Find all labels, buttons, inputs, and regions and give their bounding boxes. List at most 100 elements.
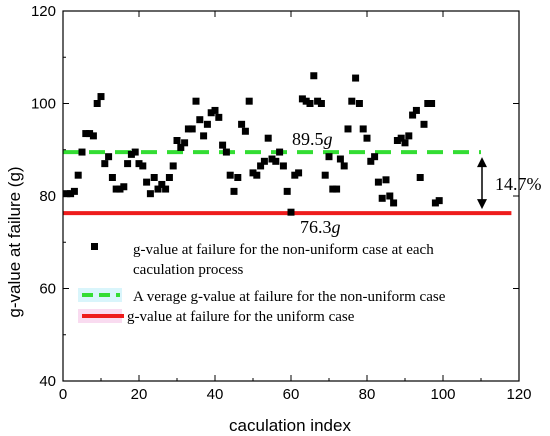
data-point	[222, 148, 230, 156]
data-point	[249, 169, 257, 177]
data-point	[435, 197, 443, 205]
data-point	[306, 100, 314, 107]
data-point	[70, 187, 78, 195]
data-point	[287, 208, 295, 216]
data-point	[412, 106, 420, 114]
data-point	[382, 176, 390, 184]
data-point	[97, 93, 105, 101]
data-point	[321, 171, 329, 179]
data-point	[272, 157, 280, 165]
x-tick-label: 60	[283, 386, 300, 403]
data-point	[359, 125, 367, 133]
y-tick-label: 120	[31, 3, 56, 20]
data-point	[291, 171, 299, 179]
data-point	[105, 153, 113, 161]
data-point	[112, 185, 120, 193]
y-tick-label: 100	[31, 96, 56, 113]
annotations: 89.5g 76.3g 14.7%	[292, 129, 542, 237]
y-tick-label: 40	[39, 373, 56, 390]
data-point	[340, 162, 348, 170]
data-point	[371, 153, 379, 161]
difference-arrow-head-down	[477, 199, 487, 210]
data-point	[397, 134, 405, 142]
data-point	[257, 162, 265, 170]
data-point	[374, 178, 382, 186]
legend-marker-scatter	[91, 243, 98, 250]
data-point	[405, 132, 413, 140]
data-point	[295, 169, 303, 177]
y-axis-title: g-value at failure (g)	[5, 166, 24, 317]
data-point	[226, 171, 234, 179]
data-point	[177, 143, 185, 151]
data-point	[181, 139, 189, 147]
data-point	[78, 148, 86, 156]
data-point	[150, 174, 158, 181]
data-point	[276, 148, 284, 156]
uniform-value-unit: g	[332, 217, 341, 237]
reference-lines	[63, 150, 512, 216]
data-point	[386, 192, 394, 200]
data-point	[124, 160, 132, 168]
data-point	[154, 185, 162, 193]
data-point	[207, 109, 215, 117]
data-point	[268, 155, 276, 163]
data-point	[89, 132, 97, 140]
difference-arrow	[477, 157, 487, 210]
data-point	[329, 185, 337, 193]
x-tick-label: 20	[131, 386, 148, 403]
data-point	[283, 187, 291, 195]
axes: 0 20 40 60 80 100 120 40 60 80 100 120	[31, 3, 532, 403]
legend: g-value at failure for the non-uniform c…	[78, 242, 446, 325]
data-point	[215, 113, 223, 121]
data-point	[401, 139, 409, 147]
data-point	[245, 97, 253, 105]
x-tick-label: 120	[506, 386, 531, 403]
data-point	[74, 171, 82, 179]
data-point	[424, 100, 432, 107]
legend-label-scatter-line1: g-value at failure for the non-uniform c…	[133, 242, 434, 258]
data-point	[116, 185, 124, 193]
data-point	[173, 137, 181, 144]
data-point	[363, 134, 371, 142]
x-axis-title: caculation index	[229, 416, 351, 435]
x-tick-label: 100	[430, 386, 455, 403]
data-point	[82, 130, 90, 138]
scatter-points	[63, 72, 443, 216]
y-tick-label: 80	[39, 188, 56, 205]
avg-value-unit: g	[324, 129, 333, 149]
data-point	[264, 134, 272, 142]
data-point	[196, 116, 204, 124]
uniform-value-annotation: 76.3g	[300, 217, 341, 237]
x-tick-label: 80	[359, 386, 376, 403]
data-point	[184, 125, 192, 133]
data-point	[352, 74, 360, 82]
data-point	[63, 190, 71, 198]
data-point	[367, 157, 375, 165]
data-point	[298, 95, 306, 103]
data-point	[355, 100, 363, 107]
difference-arrow-head-up	[477, 157, 487, 168]
data-point	[200, 132, 208, 140]
data-point	[135, 160, 143, 168]
x-tick-label: 40	[207, 386, 224, 403]
data-point	[211, 106, 219, 114]
data-point	[238, 120, 246, 128]
data-point	[146, 190, 154, 198]
data-point	[131, 148, 139, 156]
data-point	[143, 178, 151, 186]
data-point	[203, 120, 211, 128]
data-point	[279, 162, 287, 170]
data-point	[378, 194, 386, 202]
data-point	[188, 125, 196, 133]
difference-annotation: 14.7%	[495, 174, 542, 194]
data-point	[420, 120, 428, 128]
data-point	[120, 183, 128, 191]
data-point	[302, 97, 310, 105]
data-point	[314, 97, 322, 105]
data-point	[336, 155, 344, 163]
data-point	[234, 174, 242, 181]
legend-label-average: A verage g-value at failure for the non-…	[133, 289, 446, 305]
data-point	[230, 187, 238, 195]
